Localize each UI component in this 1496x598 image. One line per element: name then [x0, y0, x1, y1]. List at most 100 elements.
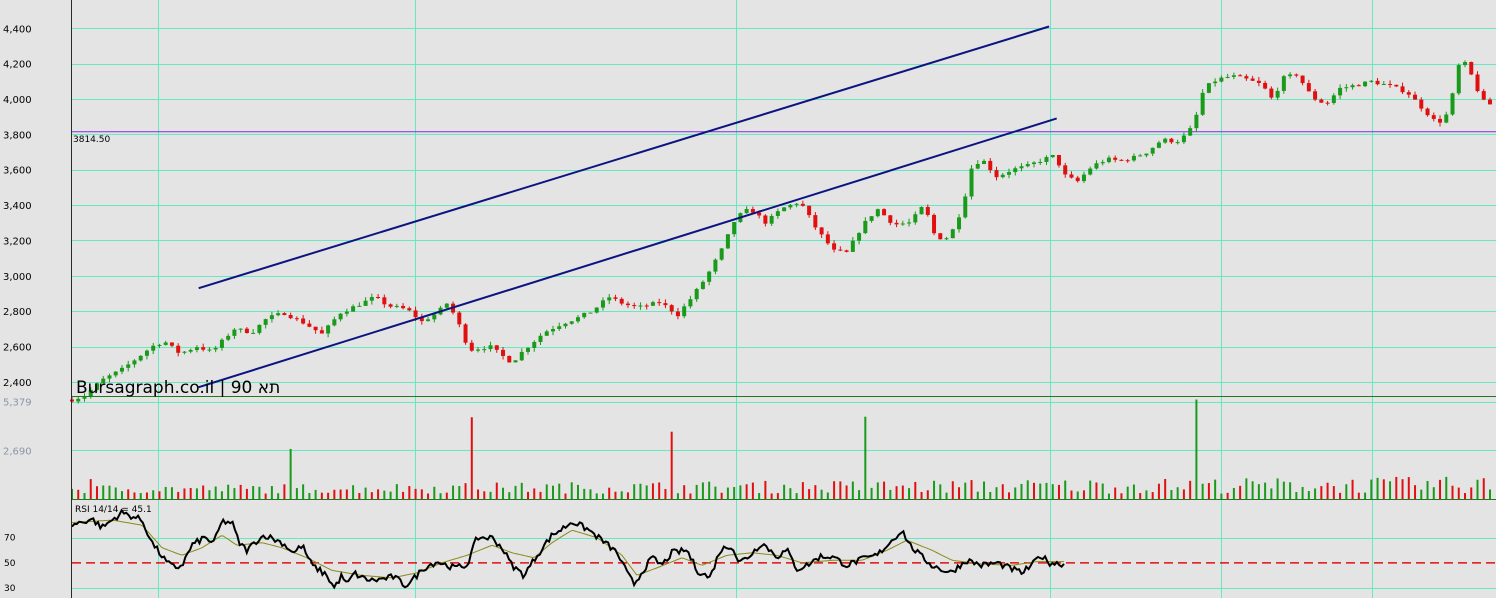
volume-bar	[383, 490, 386, 499]
volume-bar	[1351, 479, 1354, 499]
volume-bar	[520, 482, 523, 499]
volume-bar	[795, 493, 798, 499]
candle-body	[151, 345, 156, 351]
volume-bar	[164, 486, 167, 499]
candle	[332, 316, 337, 327]
volume-bar	[333, 489, 336, 499]
volume-bar	[889, 489, 892, 499]
volume-bar	[202, 485, 205, 499]
volume-bar	[1314, 488, 1317, 499]
volume-bar	[1364, 492, 1367, 499]
candle	[975, 160, 980, 170]
candle	[644, 303, 649, 310]
volume-bar	[814, 485, 817, 499]
volume-bar	[770, 493, 773, 499]
candle-body	[875, 209, 880, 217]
candle	[663, 299, 668, 309]
volume-bar	[408, 486, 411, 499]
candle	[513, 359, 518, 363]
volume-bar	[1239, 485, 1242, 499]
candle	[1131, 153, 1136, 162]
volume-bar	[439, 493, 442, 499]
volume-bar	[277, 493, 280, 499]
volume-bar	[1182, 489, 1185, 499]
candle	[207, 347, 212, 353]
candle-body	[376, 296, 381, 298]
volume-bar	[1232, 488, 1235, 499]
volume-bar	[626, 492, 629, 499]
candle-body	[282, 313, 287, 316]
candle-body	[788, 204, 793, 208]
candle-body	[1175, 142, 1180, 144]
candle-body	[1413, 94, 1418, 100]
volume-bar	[283, 484, 286, 499]
candle-body	[332, 319, 337, 326]
volume-bar	[227, 484, 230, 499]
volume-bar	[983, 481, 986, 499]
volume-bar	[845, 485, 848, 499]
volume-bar	[477, 489, 480, 499]
candle	[838, 246, 843, 252]
volume-bar	[1257, 484, 1260, 499]
candle	[613, 294, 618, 302]
volume-bar	[1389, 481, 1392, 499]
candlesticks	[70, 60, 1492, 404]
candle	[1256, 76, 1261, 87]
candle	[163, 340, 168, 346]
candle	[1344, 83, 1349, 92]
volume-bar	[858, 490, 861, 499]
candle	[1038, 158, 1043, 166]
volume-bar	[1151, 492, 1154, 499]
candle	[1306, 79, 1311, 92]
candle	[301, 315, 306, 325]
volume-bar	[1014, 487, 1017, 499]
volume-bar	[495, 482, 498, 499]
volume-bar	[733, 487, 736, 499]
gridlines	[72, 0, 1496, 598]
candle	[1488, 97, 1492, 105]
candle-body	[469, 342, 474, 351]
candle-body	[519, 351, 524, 361]
volume-bar	[1107, 493, 1110, 499]
candle-body	[269, 315, 274, 320]
candle-body	[1419, 99, 1424, 109]
candle	[682, 303, 687, 319]
volume-bar	[133, 492, 136, 499]
volume-bar	[558, 483, 561, 499]
volume-bar	[1008, 492, 1011, 499]
candle	[1100, 159, 1105, 166]
price-tick-label: 2,400	[3, 378, 32, 389]
volume-bar	[1064, 480, 1067, 499]
candle	[719, 247, 724, 261]
candle-body	[938, 233, 943, 240]
volume-bar	[1089, 480, 1092, 499]
candle	[963, 193, 968, 219]
candle-body	[319, 330, 324, 334]
candle-body	[707, 271, 712, 282]
candle	[1094, 160, 1099, 170]
candle-body	[1056, 155, 1061, 166]
candle-body	[351, 306, 356, 312]
volume-bar	[720, 492, 723, 499]
candle-body	[557, 326, 562, 329]
candle-body	[1375, 80, 1380, 85]
volume-bar	[114, 487, 117, 499]
candle	[276, 310, 281, 317]
candle-body	[1488, 99, 1492, 105]
volume-bar	[839, 481, 842, 499]
candle	[76, 395, 81, 404]
candle-body	[1325, 102, 1330, 104]
channel-upper-line	[198, 25, 1050, 290]
volume-bar	[1157, 483, 1160, 499]
candle	[625, 301, 630, 308]
volume-bar	[145, 492, 148, 499]
candle	[157, 343, 162, 348]
volume-bars	[71, 399, 1491, 499]
candle	[1475, 71, 1480, 93]
candle	[351, 304, 356, 312]
candle	[313, 326, 318, 334]
candle-body	[713, 259, 718, 272]
candle	[1000, 172, 1005, 179]
candle	[544, 329, 549, 336]
volume-bar	[458, 486, 461, 499]
